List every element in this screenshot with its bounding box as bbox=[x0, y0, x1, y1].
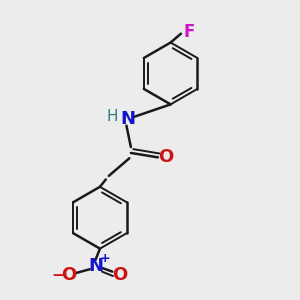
Text: F: F bbox=[184, 23, 195, 41]
Text: N: N bbox=[88, 257, 103, 275]
Text: +: + bbox=[100, 252, 110, 266]
Text: H: H bbox=[107, 109, 118, 124]
Text: −: − bbox=[52, 268, 64, 283]
Text: O: O bbox=[61, 266, 76, 284]
Text: O: O bbox=[159, 148, 174, 166]
Text: N: N bbox=[120, 110, 135, 128]
Text: O: O bbox=[112, 266, 127, 284]
